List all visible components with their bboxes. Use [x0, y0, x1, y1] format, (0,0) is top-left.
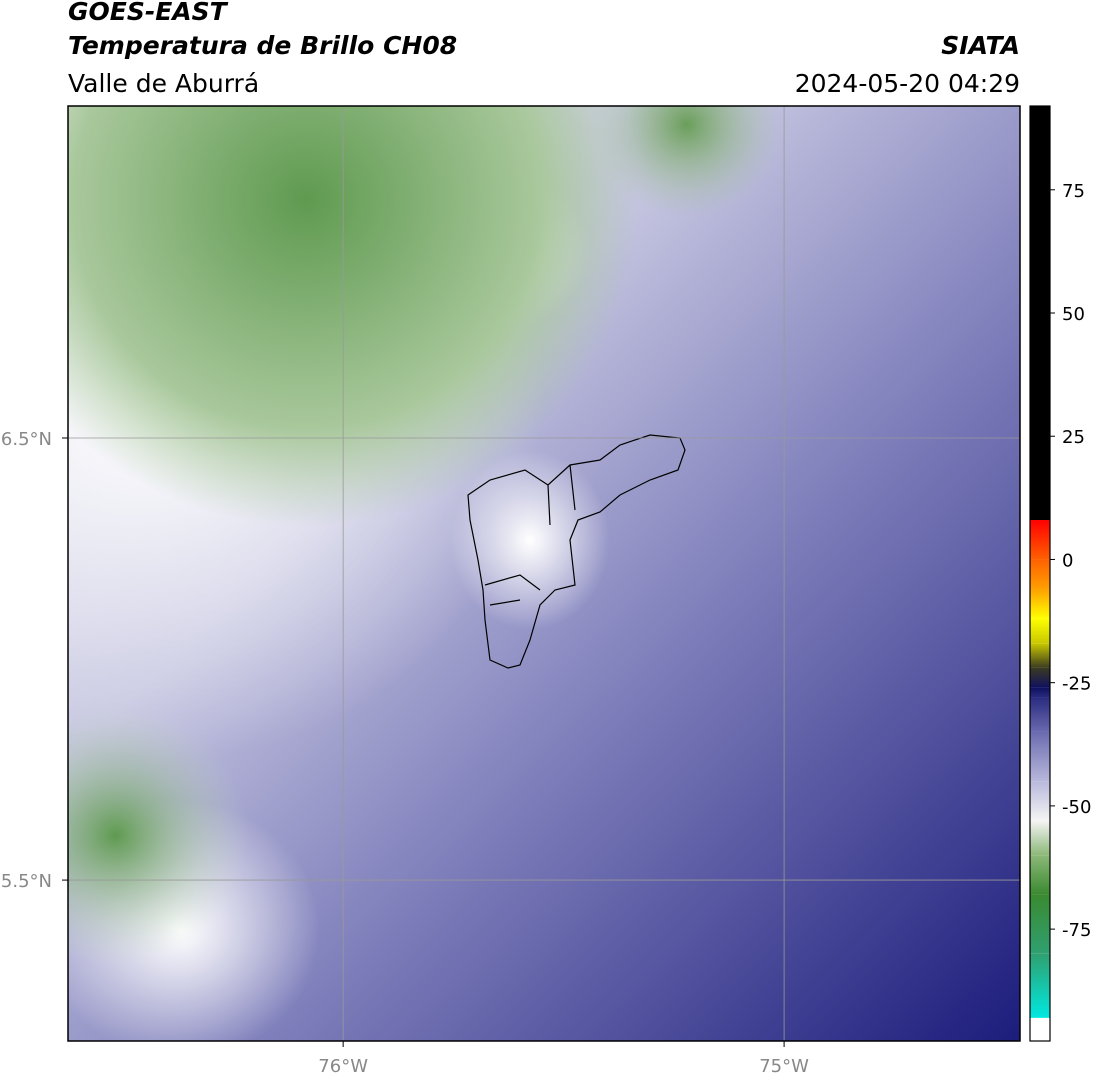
- colorbar-tick-label: 0: [1062, 550, 1073, 571]
- basin-outline: [467, 434, 686, 669]
- colorbar-segment: [1030, 855, 1050, 895]
- colorbar-tick-label: -75: [1062, 920, 1091, 941]
- colorbar-segment: [1030, 894, 1050, 954]
- colorbar-segment: [1030, 618, 1050, 644]
- colorbar-segment: [1030, 953, 1050, 1018]
- map-frame: [67, 105, 1021, 1042]
- colorbar-segment: [1030, 520, 1050, 560]
- colorbar-segment: [1030, 667, 1050, 688]
- y-tick-label: 5.5°N: [1, 871, 52, 892]
- x-tick-label: 75°W: [759, 1056, 809, 1077]
- y-tick-label: 6.5°N: [1, 429, 52, 450]
- colorbar-segment: [1030, 731, 1050, 782]
- colorbar-segment: [1030, 559, 1050, 590]
- colorbar-tick-label: -25: [1062, 674, 1091, 695]
- subtitle: Temperatura de Brillo CH08: [68, 31, 457, 60]
- datetime: 2024-05-20 04:29: [795, 69, 1020, 98]
- colorbar-frame: [1029, 105, 1051, 1042]
- colorbar-segment: [1030, 1017, 1050, 1041]
- colorbar-segment: [1030, 589, 1050, 619]
- colorbar-segment: [1030, 820, 1050, 856]
- colorbar-segment: [1030, 643, 1050, 668]
- colorbar-segment: [1030, 687, 1050, 698]
- colorbar-segment: [1030, 697, 1050, 732]
- colorbar-tick-label: 25: [1062, 427, 1085, 448]
- imagery: [40, 106, 1020, 1060]
- x-tick-label: 76°W: [318, 1056, 368, 1077]
- source: SIATA: [941, 31, 1020, 60]
- region: Valle de Aburrá: [68, 69, 259, 98]
- colorbar-segment: [1030, 106, 1050, 521]
- colorbar-tick-label: 50: [1062, 304, 1085, 325]
- title: GOES-EAST: [68, 0, 229, 26]
- colorbar-tick-label: 75: [1062, 181, 1085, 202]
- colorbar-segment: [1030, 781, 1050, 821]
- colorbar-tick-label: -50: [1062, 797, 1091, 818]
